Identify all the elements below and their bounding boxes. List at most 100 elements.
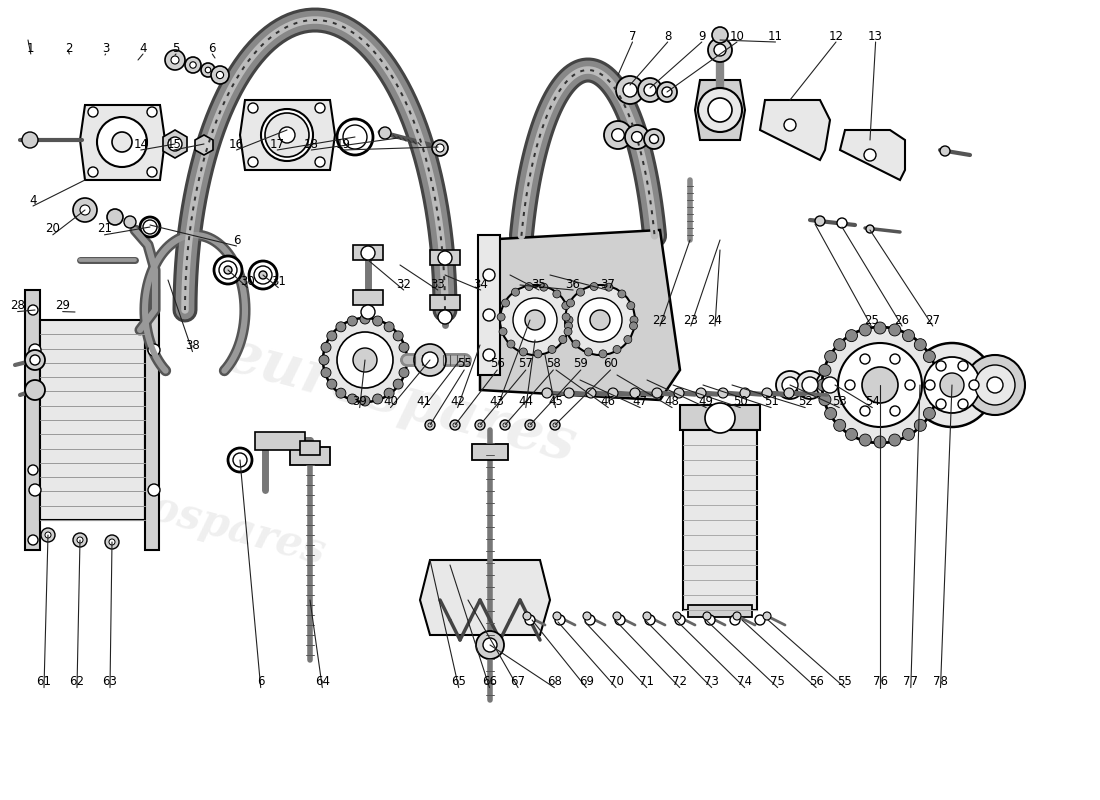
Text: 64: 64 [315,675,330,688]
Text: 65: 65 [451,675,466,688]
Circle shape [674,388,684,398]
Circle shape [107,209,123,225]
Circle shape [763,612,771,620]
Text: 6: 6 [233,234,240,246]
Circle shape [140,217,159,237]
Circle shape [88,167,98,177]
Text: 35: 35 [531,278,547,290]
Bar [688,605,752,617]
Circle shape [361,246,375,260]
Circle shape [534,350,542,358]
Circle shape [500,285,570,355]
Circle shape [578,298,621,342]
Circle shape [507,340,515,348]
Text: 50: 50 [733,395,748,408]
Circle shape [638,78,662,102]
Text: 78: 78 [933,675,948,688]
Circle shape [402,355,411,365]
Circle shape [649,134,659,143]
Circle shape [755,615,764,625]
Text: 71: 71 [639,675,654,688]
Circle shape [936,399,946,409]
Circle shape [834,338,846,350]
Circle shape [77,537,82,543]
Circle shape [730,615,740,625]
Circle shape [211,66,229,84]
Circle shape [705,403,735,433]
Circle shape [566,299,574,307]
Circle shape [525,282,533,290]
Circle shape [522,612,531,620]
Circle shape [608,388,618,398]
Text: 30: 30 [240,275,255,288]
Circle shape [914,419,926,431]
Text: 3: 3 [102,42,109,54]
Circle shape [201,63,214,77]
Text: 13: 13 [868,30,883,42]
Circle shape [319,355,329,365]
Text: 4: 4 [140,42,146,54]
Circle shape [525,420,535,430]
Circle shape [940,373,964,397]
Circle shape [733,612,741,620]
Polygon shape [478,235,500,375]
Circle shape [925,380,935,390]
Polygon shape [195,135,213,155]
Circle shape [623,83,637,97]
Text: 32: 32 [396,278,411,290]
Text: 5: 5 [173,42,179,54]
Circle shape [97,117,147,167]
Circle shape [825,350,837,362]
Circle shape [88,107,98,117]
Circle shape [438,251,452,265]
Text: 16: 16 [229,138,244,150]
Circle shape [361,305,375,319]
Circle shape [905,380,915,390]
Text: 69: 69 [579,675,594,688]
Circle shape [708,98,732,122]
Circle shape [860,354,870,364]
Polygon shape [80,105,165,180]
Circle shape [816,371,844,399]
Circle shape [940,146,950,156]
Circle shape [864,149,876,161]
Text: 51: 51 [763,395,779,408]
Circle shape [190,62,196,68]
Circle shape [762,388,772,398]
Circle shape [321,368,331,378]
Text: 39: 39 [352,395,367,408]
Circle shape [936,361,946,371]
Text: 19: 19 [336,138,351,150]
Circle shape [590,282,598,290]
Circle shape [958,399,968,409]
Circle shape [373,394,383,404]
Circle shape [422,352,438,368]
Circle shape [219,261,236,279]
Circle shape [740,388,750,398]
Circle shape [564,388,574,398]
Circle shape [373,316,383,326]
Circle shape [360,314,370,324]
Circle shape [782,377,797,393]
Circle shape [109,539,116,545]
Text: 15: 15 [166,138,182,150]
Circle shape [228,448,252,472]
Circle shape [629,322,638,330]
Circle shape [393,379,404,389]
Circle shape [214,256,242,284]
Bar [300,441,320,455]
Text: 34: 34 [473,278,488,290]
Circle shape [265,113,309,157]
Circle shape [321,342,331,352]
Circle shape [261,109,314,161]
Circle shape [143,220,157,234]
Text: 1: 1 [28,42,34,54]
Circle shape [185,57,201,73]
Circle shape [80,205,90,215]
Circle shape [618,290,626,298]
Text: 45: 45 [548,395,563,408]
Circle shape [652,388,662,398]
Text: 47: 47 [632,395,648,408]
Circle shape [846,330,858,342]
Circle shape [540,283,548,291]
